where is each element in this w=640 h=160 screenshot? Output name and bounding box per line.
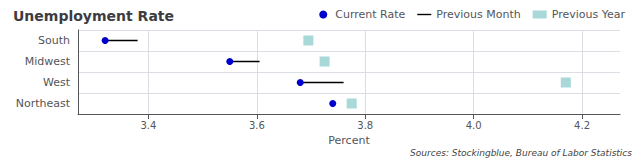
svg-text:3.6: 3.6 bbox=[249, 120, 265, 131]
svg-text:Midwest: Midwest bbox=[25, 55, 71, 68]
svg-text:South: South bbox=[38, 34, 70, 47]
svg-text:Percent: Percent bbox=[328, 134, 370, 147]
svg-text:4.2: 4.2 bbox=[574, 120, 590, 131]
svg-text:3.8: 3.8 bbox=[357, 120, 373, 131]
svg-text:Previous Month: Previous Month bbox=[436, 8, 520, 21]
svg-text:3.4: 3.4 bbox=[141, 120, 157, 131]
svg-text:Previous Year: Previous Year bbox=[552, 8, 626, 21]
svg-text:Unemployment Rate: Unemployment Rate bbox=[13, 8, 174, 24]
svg-text:Current Rate: Current Rate bbox=[335, 8, 405, 21]
svg-text:Sources: Stockingblue, Bureau: Sources: Stockingblue, Bureau of Labor S… bbox=[410, 148, 632, 158]
svg-text:Northeast: Northeast bbox=[16, 97, 71, 110]
svg-text:West: West bbox=[43, 76, 71, 89]
svg-text:4.0: 4.0 bbox=[466, 120, 482, 131]
